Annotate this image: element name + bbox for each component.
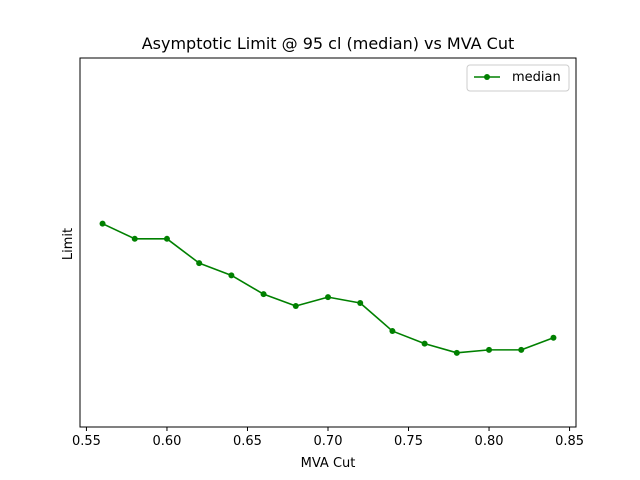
x-tick-label: 0.85 [555,434,584,449]
data-point [131,235,138,242]
x-tick-label: 0.65 [233,434,262,449]
x-tick-label: 0.80 [475,434,504,449]
x-tick-label: 0.75 [394,434,423,449]
legend-box [466,64,570,92]
series-layer [99,220,557,356]
data-point [228,272,235,279]
data-point [260,291,267,298]
chart-title: Asymptotic Limit @ 95 cl (median) vs MVA… [142,34,515,53]
data-point [357,300,364,307]
legend-label-median: median [512,70,561,85]
data-point [421,340,428,347]
data-point [518,346,525,353]
data-point [486,346,493,353]
data-point [325,294,331,301]
data-point [292,302,299,309]
plot-area [79,57,577,428]
x-tick-label: 0.60 [152,434,181,449]
x-tick-label: 0.70 [314,434,343,449]
data-point [99,220,106,227]
data-point [163,235,170,242]
data-point [196,260,203,267]
legend: median [466,64,570,92]
data-point [389,328,396,335]
data-point [550,334,557,341]
data-point [453,349,460,356]
x-axis-ticks: 0.55 0.60 0.65 0.70 0.75 0.80 0.85 [72,427,584,449]
legend-marker-median [484,74,490,80]
x-tick-label: 0.55 [72,434,101,449]
y-axis-label: Limit [61,228,76,260]
x-axis-label: MVA Cut [301,456,356,471]
